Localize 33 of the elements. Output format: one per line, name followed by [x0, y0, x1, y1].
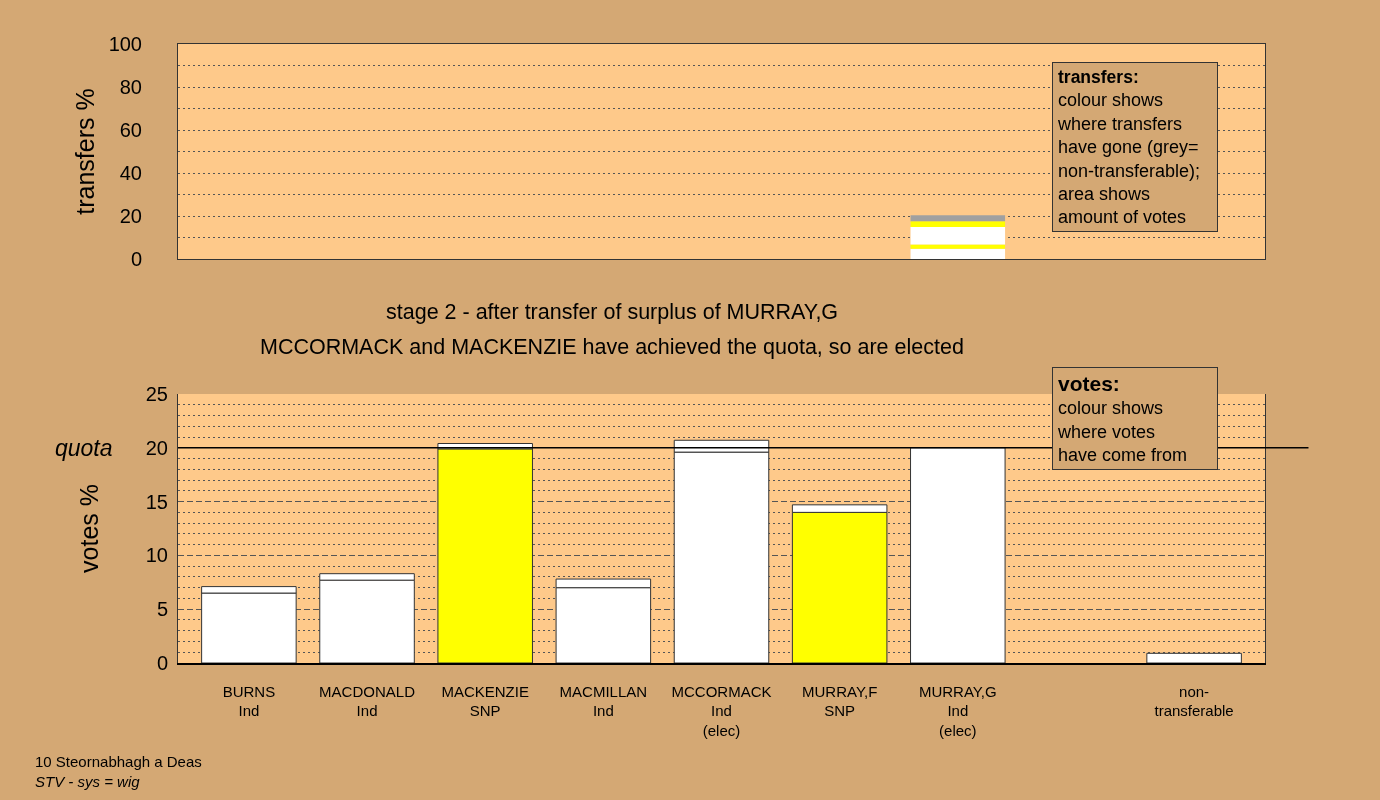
- y-tick-label: 0: [156, 652, 168, 674]
- annotation: colour shows where votes have come from: [1057, 398, 1188, 466]
- y-tick-label: 80: [119, 76, 142, 98]
- bar: [1146, 652, 1242, 663]
- x-tick-label: MURRAY,F SNP: [802, 682, 878, 720]
- y-tick-label: 10: [145, 544, 168, 567]
- x-tick-label: MURRAY,G Ind (elec): [918, 682, 997, 739]
- x-tick-label: MACMILLAN Ind: [559, 682, 648, 720]
- y-tick-label: 100: [108, 33, 142, 55]
- legend-title: transfers:: [1058, 67, 1139, 87]
- y-tick-label: 40: [119, 162, 142, 184]
- x-tick-label: BURNS Ind: [222, 682, 276, 720]
- y-axis-title: votes %: [74, 484, 103, 573]
- chart-title: stage 2 - after transfer of surplus of MURRAY,G: [386, 300, 839, 324]
- y-tick-label: 25: [145, 383, 168, 405]
- text: 10 Steornabhagh a Deas: [35, 753, 202, 770]
- y-tick-label: 20: [145, 436, 168, 459]
- legend-title: votes:: [1058, 372, 1120, 395]
- annotation: colour shows where transfers have gone (grey= non-transferable); area shows amount of votes: [1057, 90, 1201, 228]
- bar: [910, 447, 1006, 663]
- y-axis-title: transfers %: [71, 88, 100, 215]
- x-tick-label: MCCORMACK Ind (elec): [671, 682, 772, 739]
- y-tick-label: 20: [119, 205, 142, 227]
- y-tick-label: 15: [145, 490, 168, 513]
- x-tick-label: MACDONALD Ind: [319, 682, 416, 720]
- chart-subtitle: MCCORMACK and MACKENZIE have achieved the quota, so are elected: [260, 335, 964, 359]
- y-tick-label: 5: [156, 598, 168, 621]
- x-tick-label: non- transferable: [1154, 682, 1234, 720]
- y-tick-label: 60: [119, 119, 142, 141]
- y-tick-label: 0: [130, 248, 142, 270]
- ref-line-label: quota: [55, 435, 113, 461]
- text: STV - sys = wig: [35, 773, 141, 790]
- x-tick-label: MACKENZIE SNP: [441, 682, 529, 720]
